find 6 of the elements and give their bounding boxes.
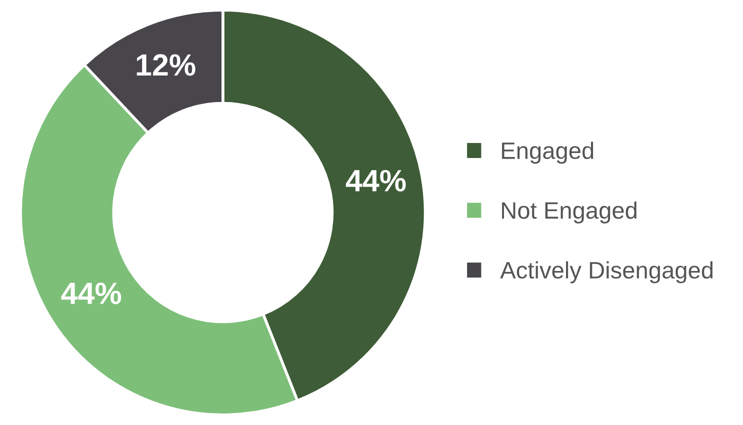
data-label: 44% [61, 282, 122, 304]
data-label: 44% [346, 170, 406, 192]
legend-label: Actively Disengaged [500, 261, 713, 284]
legend-label: Engaged [502, 142, 594, 164]
legend-label: Not Engaged [502, 201, 636, 224]
data-label: 12% [136, 54, 196, 76]
